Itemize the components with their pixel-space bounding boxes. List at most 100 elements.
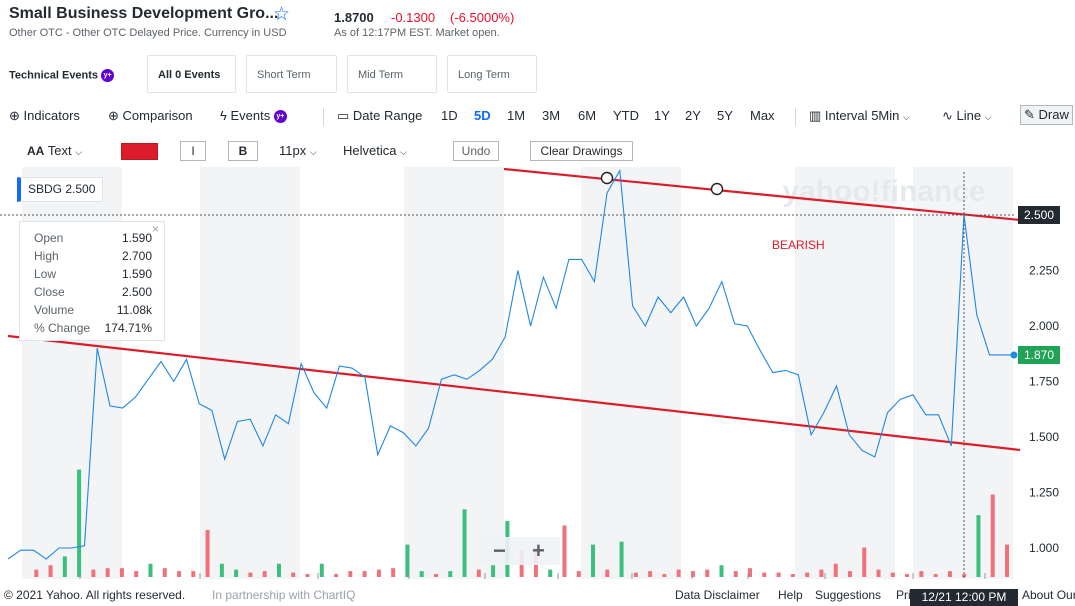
- y-tick-label: 2.250: [1029, 264, 1059, 278]
- range-5y[interactable]: 5Y: [717, 108, 733, 123]
- zoom-controls: − +: [480, 537, 560, 565]
- volume-bar: [462, 509, 467, 577]
- tooltip-label: Low: [34, 267, 57, 281]
- tooltip-value: 2.500: [121, 285, 152, 299]
- undo-button[interactable]: Undo: [453, 141, 499, 161]
- trendline-handle[interactable]: [710, 182, 724, 196]
- last-price-text: 1.870: [1024, 348, 1054, 362]
- events-button[interactable]: ϟ Events y+: [220, 108, 287, 124]
- watermark-text: yahoo!finance: [782, 175, 985, 208]
- y-tick-label: 2.000: [1029, 319, 1059, 333]
- footer-link-help[interactable]: Help: [778, 588, 803, 602]
- italic-button[interactable]: I: [180, 141, 206, 161]
- volume-bar: [990, 494, 995, 577]
- volume-bar: [705, 569, 710, 577]
- volume-bar: [305, 574, 310, 577]
- text-size-icon: AA: [27, 144, 45, 158]
- volume-bar: [562, 525, 567, 577]
- range-1d[interactable]: 1D: [441, 108, 458, 123]
- chevron-down-icon: ⌵: [309, 147, 317, 157]
- price-line: [7, 168, 1015, 560]
- volume-bar: [48, 565, 53, 577]
- volume-bar: [905, 574, 910, 577]
- grid-band: [404, 167, 504, 579]
- tooltip-value: 2.700: [121, 249, 152, 263]
- interval-icon: ▥: [809, 108, 822, 123]
- events-label: Events: [230, 108, 271, 123]
- all-events-button[interactable]: All 0 Events: [147, 55, 236, 93]
- color-swatch[interactable]: [121, 143, 158, 160]
- short-term-button[interactable]: Short Term: [246, 55, 337, 93]
- ohlc-tooltip: × Open 1.590 High 2.700 Low 1.590 Close 2.50…: [19, 221, 165, 341]
- footer-link-suggestions[interactable]: Suggestions: [815, 588, 882, 602]
- crosshair-price-text: 2.500: [1024, 208, 1054, 222]
- draw-button[interactable]: ✎ Draw: [1020, 105, 1073, 125]
- volume-bar: [776, 572, 781, 577]
- zoom-out-icon[interactable]: −: [493, 538, 506, 563]
- font-size-select[interactable]: 11px ⌵: [279, 143, 317, 158]
- mid-term-button[interactable]: Mid Term: [347, 55, 437, 93]
- range-3m[interactable]: 3M: [542, 108, 561, 123]
- volume-bar: [348, 571, 353, 577]
- range-6m[interactable]: 6M: [578, 108, 597, 123]
- range-1y[interactable]: 1Y: [654, 108, 670, 123]
- volume-bar: [847, 571, 852, 577]
- long-term-button[interactable]: Long Term: [447, 55, 537, 93]
- footer-link-disclaimer[interactable]: Data Disclaimer: [675, 588, 760, 602]
- range-1m[interactable]: 1M: [507, 108, 526, 123]
- volume-bar: [105, 568, 110, 577]
- y-tick-label: 1.750: [1029, 375, 1059, 389]
- volume-bar: [134, 571, 139, 577]
- comparison-button[interactable]: ⊕ Comparison: [108, 108, 193, 124]
- volume-bar: [862, 547, 867, 577]
- volume-bar: [219, 563, 224, 577]
- volume-bar: [619, 541, 624, 577]
- range-5d[interactable]: 5D: [474, 108, 491, 123]
- text-tool-button[interactable]: AA Text ⌵: [27, 143, 82, 158]
- trendline-handle[interactable]: [600, 171, 614, 185]
- tooltip-row: Open 1.590: [34, 231, 152, 245]
- volume-bar: [576, 571, 581, 577]
- volume-bar: [805, 572, 810, 577]
- comparison-label: Comparison: [122, 108, 193, 123]
- font-family-select[interactable]: Helvetica ⌵: [343, 143, 407, 158]
- line-chart-icon: ∿: [942, 108, 953, 123]
- tooltip-label: Volume: [34, 303, 75, 317]
- tooltip-row: Close 2.500: [34, 285, 152, 299]
- stock-title: Small Business Development Gro...: [9, 5, 279, 22]
- technical-events-text: Technical Events: [9, 69, 99, 82]
- range-max[interactable]: Max: [750, 108, 775, 123]
- footer-link-ads[interactable]: About Our Ads: [1022, 588, 1075, 602]
- draw-label: Draw: [1038, 107, 1069, 122]
- volume-bar: [690, 571, 695, 577]
- date-range-label: Date Range: [352, 108, 423, 123]
- volume-bar: [448, 571, 453, 577]
- close-icon[interactable]: ×: [151, 222, 159, 236]
- volume-bar: [719, 565, 724, 577]
- bearish-annotation[interactable]: BEARISH: [772, 238, 825, 252]
- date-range-button[interactable]: ▭ Date Range: [337, 108, 422, 124]
- zoom-in-icon[interactable]: +: [532, 538, 545, 563]
- tooltip-value: 11.08k: [116, 303, 152, 317]
- chevron-down-icon: ⌵: [75, 147, 83, 157]
- star-icon[interactable]: ☆: [273, 4, 291, 25]
- last-price-label: 1.870: [1018, 346, 1060, 364]
- symbol-tag[interactable]: SBDG 2.500: [17, 177, 103, 202]
- bold-button[interactable]: B: [228, 141, 258, 161]
- interval-button[interactable]: ▥ Interval 5Min ⌵: [809, 108, 910, 124]
- price-change-pct: (-6.5000%): [450, 10, 515, 25]
- range-ytd[interactable]: YTD: [613, 108, 639, 123]
- volume-bar: [319, 563, 324, 577]
- chart-type-button[interactable]: ∿ Line ⌵: [942, 108, 992, 124]
- volume-bar: [733, 571, 738, 577]
- price-chart[interactable]: yahoo!finance 2.250 2.000 1.750 1.500 1.250 1…: [0, 167, 1075, 579]
- indicators-button[interactable]: ⊕ Indicators: [9, 108, 80, 124]
- volume-bar: [248, 572, 253, 577]
- stock-price: 1.8700: [334, 10, 374, 25]
- tooltip-value: 1.590: [121, 231, 152, 245]
- range-2y[interactable]: 2Y: [685, 108, 701, 123]
- tooltip-value: 174.71%: [104, 321, 152, 335]
- tooltip-row: Volume 11.08k: [34, 303, 152, 317]
- clear-drawings-button[interactable]: Clear Drawings: [530, 141, 633, 161]
- tooltip-label: Open: [34, 231, 64, 245]
